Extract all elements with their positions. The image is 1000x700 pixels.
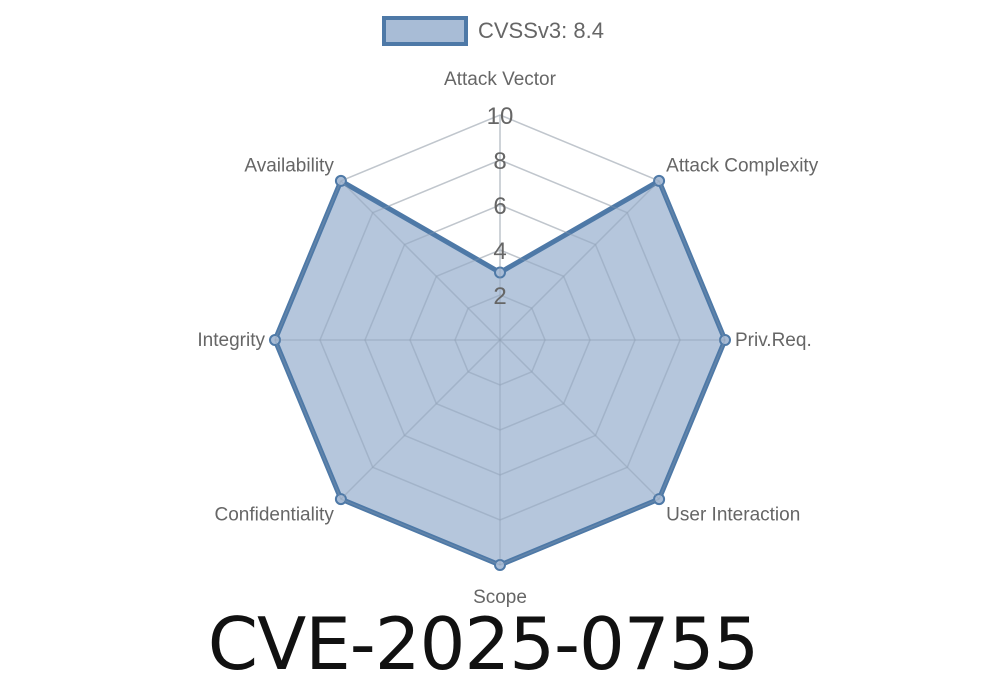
data-point [653,493,666,506]
axis-label: Scope [473,587,527,608]
legend[interactable]: CVSSv3: 8.4 [382,16,604,46]
data-point [494,559,506,571]
data-point [334,493,347,506]
axis-label: User Interaction [666,505,800,526]
axis-label: Confidentiality [214,505,334,526]
grid-ring-overlay [319,159,681,521]
axis-label: Attack Complexity [666,155,819,176]
tick-label: 8 [493,148,506,175]
legend-label: CVSSv3: 8.4 [478,18,604,43]
tick-label: 4 [493,238,506,265]
axis-label: Integrity [197,330,265,351]
grid-ring-overlay [274,114,726,566]
tick-label: 6 [493,193,506,220]
tick-label: 10 [487,103,514,130]
axis-label: Priv.Req. [735,330,812,351]
data-point [334,174,347,187]
data-point [269,334,281,346]
axis-label: Attack Vector [444,69,557,90]
page-title: CVE-2025-0755 [207,602,759,686]
tick-label: 2 [493,283,506,310]
axis-label: Availability [244,155,334,176]
data-point [719,334,731,346]
data-point [494,266,506,279]
grid-spoke-overlay [499,180,660,341]
grid-ring-overlay [454,294,546,386]
grid-spoke-overlay [340,339,501,500]
grid-spoke-overlay [340,180,501,341]
legend-swatch [382,16,468,46]
grid-ring-overlay [364,204,636,476]
grid-ring-overlay [409,249,591,431]
data-point [653,174,666,187]
grid-spoke-overlay [499,339,660,500]
